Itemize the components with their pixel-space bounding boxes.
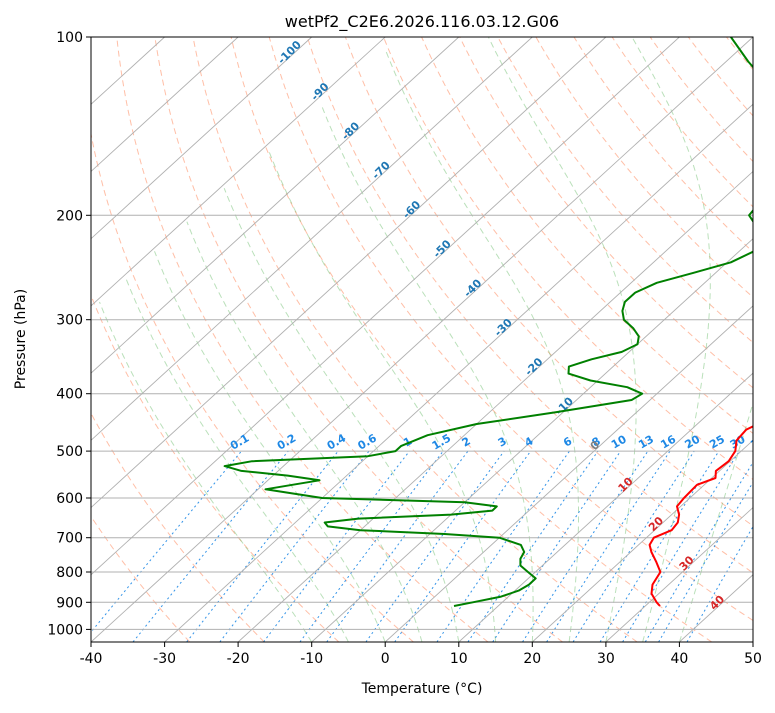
y-tick-label: 800: [56, 565, 83, 581]
x-tick-label: -10: [300, 651, 323, 667]
x-tick-label: 20: [523, 651, 541, 667]
y-axis-label: Pressure (hPa): [13, 289, 29, 389]
y-tick-label: 600: [56, 491, 83, 507]
y-tick-label: 100: [56, 30, 83, 46]
x-tick-label: 40: [670, 651, 688, 667]
x-tick-label: 0: [381, 651, 390, 667]
y-tick-label: 200: [56, 208, 83, 224]
x-tick-label: -20: [227, 651, 250, 667]
x-tick-label: -40: [80, 651, 103, 667]
y-tick-label: 500: [56, 444, 83, 460]
y-tick-label: 300: [56, 313, 83, 329]
y-tick-label: 700: [56, 531, 83, 547]
y-tick-label: 1000: [47, 622, 83, 638]
x-tick-label: 30: [597, 651, 615, 667]
x-tick-label: 10: [450, 651, 468, 667]
chart-title: wetPf2_C2E6.2026.116.03.12.G06: [285, 12, 559, 32]
x-tick-label: -30: [153, 651, 176, 667]
y-tick-label: 400: [56, 387, 83, 403]
x-axis-label: Temperature (°C): [361, 681, 483, 697]
x-tick-label: 50: [744, 651, 762, 667]
y-tick-label: 900: [56, 595, 83, 611]
